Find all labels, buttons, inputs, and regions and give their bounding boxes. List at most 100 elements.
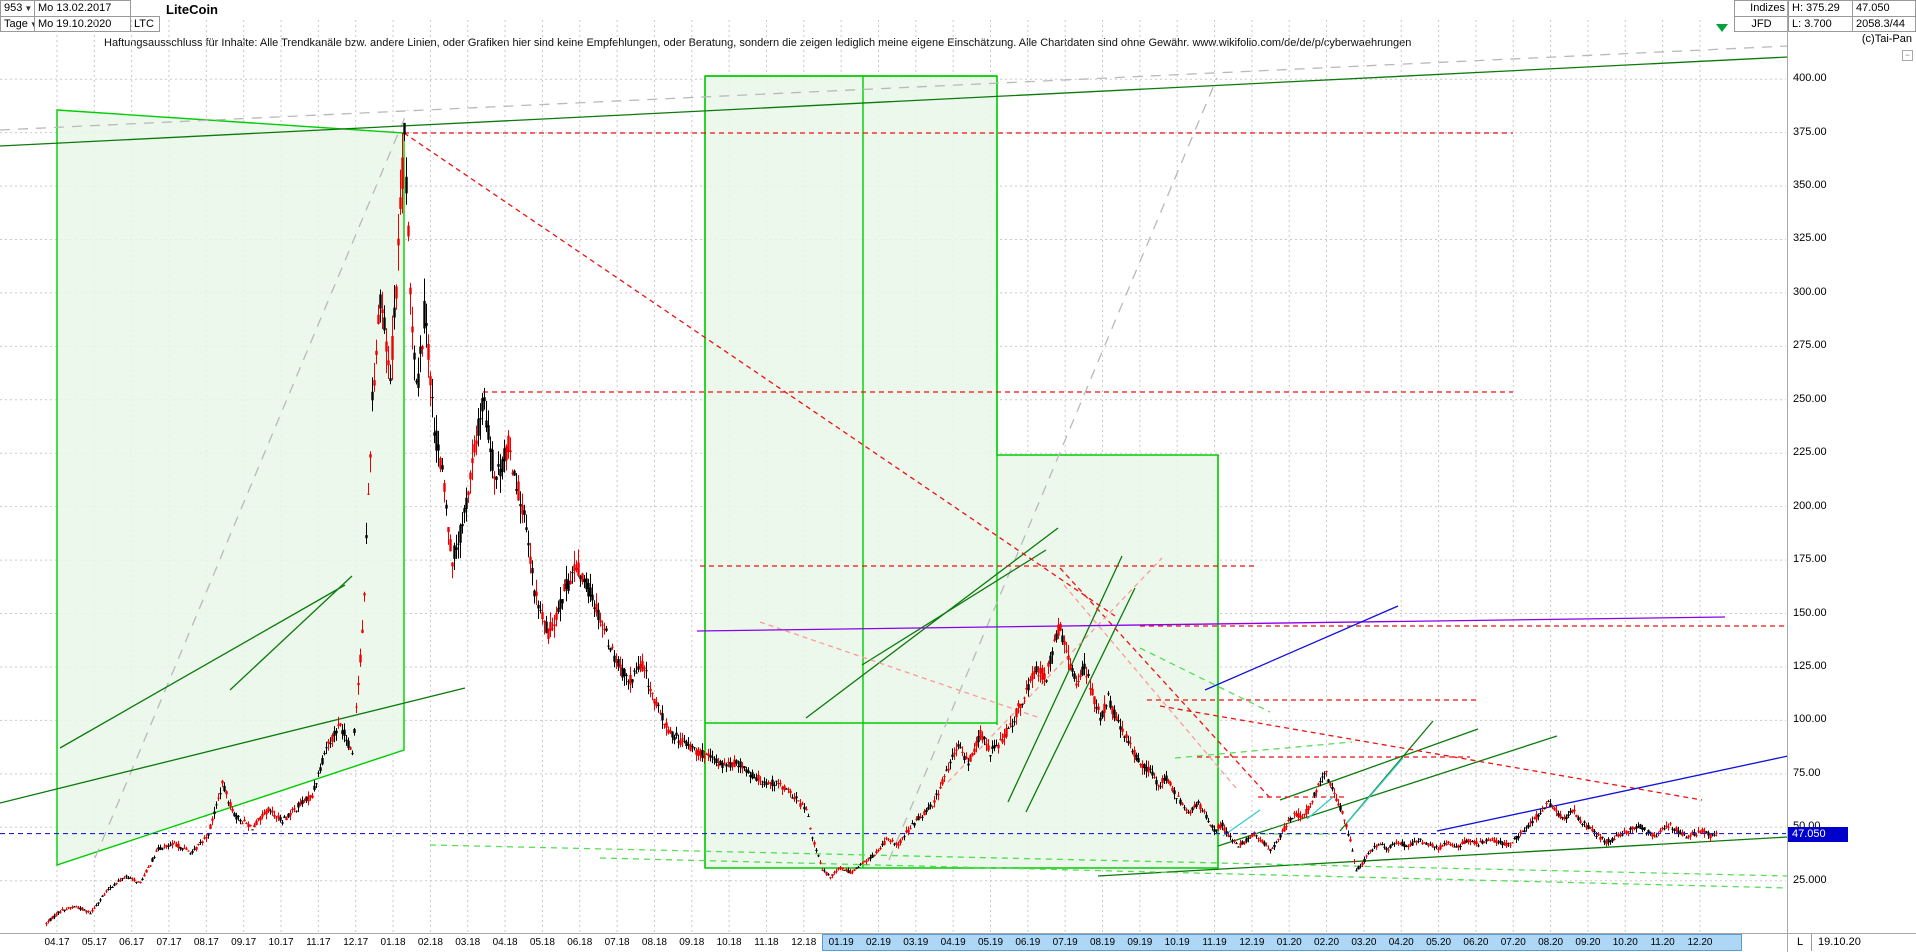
date-tick-label: 08.20: [1538, 937, 1564, 948]
trend-line: [599, 857, 1789, 889]
trend-line: [0, 687, 466, 804]
date-tick-label: 01.19: [828, 937, 854, 948]
date-axis-border: [0, 933, 1916, 934]
price-tick-label: 175.00: [1793, 553, 1827, 566]
trend-line: [861, 549, 1047, 666]
date-tick-label: 05.19: [977, 937, 1004, 948]
date-selection-band[interactable]: [822, 934, 1742, 951]
symbol-code: LTC: [130, 16, 160, 32]
trend-line: [1346, 757, 1404, 824]
trend-line: [1306, 796, 1334, 820]
index-group-cell[interactable]: Indizes: [1734, 0, 1789, 17]
price-tick-label: 25.000: [1793, 873, 1827, 886]
date-tick-label: 09.19: [1127, 937, 1153, 948]
price-tick-label: 225.00: [1793, 446, 1827, 459]
date-tick-label: 11.18: [754, 937, 779, 948]
trend-line: [229, 575, 353, 691]
trend-line: [1222, 809, 1261, 837]
last-quote-date: 19.10.20: [1818, 936, 1861, 948]
date-tick-label: 09.18: [679, 937, 705, 948]
date-tick-label: 06.20: [1463, 937, 1489, 948]
date-tick-label: 07.18: [604, 937, 630, 948]
price-tick-label: 250.00: [1793, 392, 1827, 405]
trend-channel-box: [56, 109, 405, 866]
trend-line: [947, 557, 1163, 783]
end-date-value: Mo 19.10.2020: [38, 18, 112, 30]
copyright-label: (c)Tai-Pan: [1861, 33, 1912, 45]
date-tick-label: 12.19: [1239, 937, 1265, 948]
date-tick-label: 04.20: [1388, 937, 1414, 948]
volume-info: 2058.3/44: [1852, 16, 1916, 32]
low-value: L: 3.700: [1788, 16, 1853, 32]
date-tick-label: 04.18: [492, 937, 518, 948]
date-tick-label: 06.17: [119, 937, 145, 948]
date-tick-label: 09.20: [1575, 937, 1601, 948]
date-tick-label: 06.18: [567, 937, 593, 948]
date-tick-label: 05.17: [81, 937, 107, 948]
date-tick-label: 04.17: [44, 937, 70, 948]
trend-line: [1217, 735, 1558, 847]
start-date-value: Mo 13.02.2017: [38, 2, 112, 14]
trend-line: [1174, 741, 1353, 759]
date-tick-label: 04.19: [940, 937, 966, 948]
chevron-down-icon: ▼: [30, 20, 34, 29]
price-tick-label: 75.00: [1793, 766, 1821, 779]
scroll-position-marker-icon[interactable]: [1716, 24, 1728, 32]
date-tick-label: 02.20: [1314, 937, 1340, 948]
price-tick-label: 200.00: [1793, 499, 1827, 512]
current-price-tag: 47.050: [1788, 826, 1848, 842]
trend-line: [1097, 836, 1789, 877]
date-tick-label: 07.19: [1052, 937, 1078, 948]
date-tick-label: 10.20: [1612, 937, 1638, 948]
trend-line: [1059, 567, 1273, 801]
date-tick-label: 07.20: [1500, 937, 1526, 948]
period-dropdown[interactable]: Tage▼: [0, 16, 35, 32]
trend-line: [805, 527, 1059, 719]
broker-cell: JFD: [1734, 16, 1789, 32]
price-tick-label: 100.00: [1793, 713, 1827, 726]
trend-line: [59, 584, 346, 749]
date-tick-label: 02.18: [417, 937, 443, 948]
trend-line: [94, 109, 409, 859]
bars-count-value: 953: [4, 2, 23, 14]
price-axis-border: [1787, 0, 1788, 952]
price-tick-label: 350.00: [1793, 179, 1827, 192]
candlestick-series: [45, 122, 1718, 927]
date-tick-label: 03.19: [903, 937, 929, 948]
date-tick-label: 08.17: [193, 937, 219, 948]
trend-line: [1007, 555, 1123, 803]
date-tick-label: 06.19: [1015, 937, 1041, 948]
price-tick-label: 150.00: [1793, 606, 1827, 619]
collapse-icon[interactable]: −: [1902, 50, 1913, 61]
date-tick-label: 03.18: [455, 937, 481, 948]
period-value: Tage: [4, 18, 28, 30]
date-tick-label: 05.20: [1426, 937, 1452, 948]
date-tick-label: 05.18: [529, 937, 555, 948]
end-date-field[interactable]: Mo 19.10.2020: [34, 16, 131, 32]
trend-line: [1436, 755, 1789, 832]
date-tick-label: 09.17: [231, 937, 257, 948]
date-tick-label: 11.20: [1650, 937, 1675, 948]
price-tick-label: 125.00: [1793, 659, 1827, 672]
date-tick-label: 11.17: [306, 937, 331, 948]
date-tick-label: 01.20: [1276, 937, 1302, 948]
price-tick-label: 275.00: [1793, 339, 1827, 352]
price-tick-label: 325.00: [1793, 232, 1827, 245]
date-tick-label: 12.18: [791, 937, 817, 948]
date-tick-label: 12.20: [1687, 937, 1713, 948]
date-tick-label: 11.19: [1202, 937, 1227, 948]
start-date-field[interactable]: Mo 13.02.2017: [34, 0, 131, 17]
date-tick-label: 03.20: [1351, 937, 1377, 948]
trend-line: [759, 621, 1041, 719]
trend-line: [1139, 647, 1271, 713]
date-tick-label: 02.19: [865, 937, 891, 948]
chart-title: LiteCoin: [166, 2, 218, 17]
trend-line: [1159, 705, 1703, 801]
date-tick-label: 10.17: [268, 937, 294, 948]
trend-line: [696, 616, 1726, 632]
trend-line: [1204, 605, 1399, 691]
date-tick-label: 08.19: [1090, 937, 1116, 948]
trend-line: [1279, 728, 1479, 801]
